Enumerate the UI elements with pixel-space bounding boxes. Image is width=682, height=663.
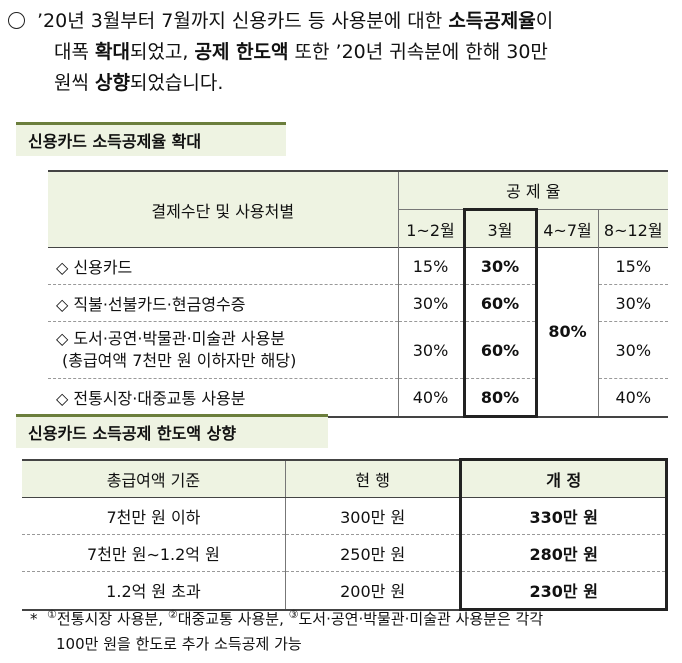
footnote-line-2: 100만 원을 한도로 추가 소득공제 가능 — [56, 635, 302, 653]
deduction-limit-table: 총급여액 기준 현 행 개 정 7천만 원 이하 300만 원 330만 원 7… — [22, 458, 668, 611]
payment-method-header: 결제수단 및 사용처별 — [48, 170, 398, 248]
merged-apr-jul-rate: 80% — [536, 247, 598, 418]
intro-line-3: 원씩 상향되었습니다. — [54, 72, 224, 94]
revised-header: 개 정 — [459, 458, 668, 498]
table-row: ◇ 신용카드 15% 30% 80% 15% — [48, 247, 668, 418]
period-apr-jul: 4~7월 — [536, 209, 598, 248]
footnote: * ①전통시장 사용분, ②대중교통 사용분, ③도서·공연·박물관·미술관 사… — [30, 602, 543, 657]
intro-line-1: ’20년 3월부터 7월까지 신용카드 등 사용분에 대한 소득공제율이 — [8, 6, 676, 37]
intro-paragraph: ’20년 3월부터 7월까지 신용카드 등 사용분에 대한 소득공제율이 대폭 … — [8, 6, 676, 99]
table-row: 7천만 원∼1.2억 원 250만 원 280만 원 — [22, 534, 668, 572]
footnote-line-1: * ①전통시장 사용분, ②대중교통 사용분, ③도서·공연·박물관·미술관 사… — [30, 608, 544, 628]
table-row: 7천만 원 이하 300만 원 330만 원 — [22, 497, 668, 535]
period-jan-feb: 1~2월 — [397, 209, 464, 248]
current-header: 현 행 — [284, 458, 461, 498]
period-mar: 3월 — [462, 208, 538, 248]
intro-line-2: 대폭 확대되었고, 공제 한도액 또한 ’20년 귀속분에 한해 30만 — [54, 41, 548, 63]
table-row: 1.2억 원 초과 200만 원 230만 원 — [22, 571, 668, 611]
table-row: ◇ 도서·공연·박물관·미술관 사용분 (총급여액 7천만 원 이하자만 해당)… — [48, 321, 668, 379]
section-title-deduction-limit: 신용카드 소득공제 한도액 상향 — [16, 414, 328, 448]
deduction-rate-header: 공 제 율 — [397, 170, 668, 210]
section-title-deduction-rate: 신용카드 소득공제율 확대 — [16, 122, 286, 156]
circle-bullet-icon — [8, 12, 25, 29]
period-aug-dec: 8~12월 — [597, 209, 668, 248]
income-basis-header: 총급여액 기준 — [22, 458, 286, 498]
table-row: ◇ 직불·선불카드·현금영수증 30% 60% 30% — [48, 284, 668, 322]
deduction-rate-table: 결제수단 및 사용처별 공 제 율 1~2월 3월 4~7월 8~12월 ◇ 신… — [48, 170, 668, 418]
